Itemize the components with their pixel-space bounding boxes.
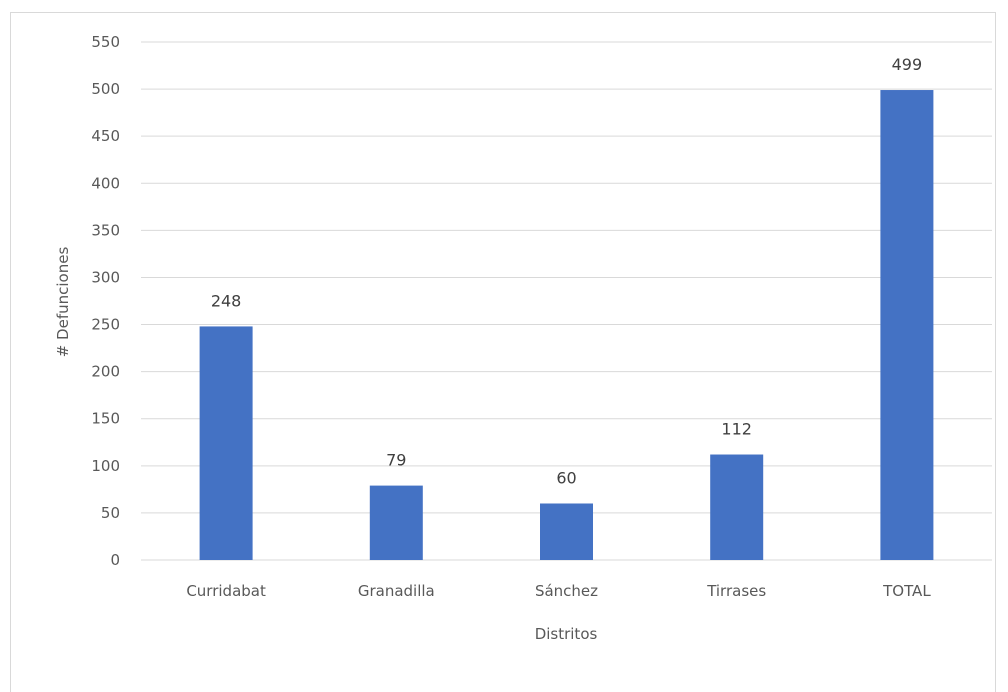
gridlines — [141, 41, 992, 561]
y-tick-label: 0 — [110, 551, 120, 569]
x-tick-label: TOTAL — [882, 582, 931, 600]
bars — [199, 90, 934, 561]
x-axis-title: Distritos — [535, 625, 598, 643]
y-tick-label: 400 — [91, 174, 120, 192]
x-tick-label: Curridabat — [186, 582, 266, 600]
data-label: 248 — [211, 291, 242, 310]
bar-total — [880, 90, 934, 561]
data-labels: 248 79 60 112 499 — [211, 55, 922, 487]
y-tick-label: 250 — [91, 316, 120, 334]
data-label: 112 — [721, 420, 752, 439]
y-tick-label: 500 — [91, 80, 120, 98]
data-label: 79 — [386, 451, 406, 470]
data-label: 60 — [556, 468, 576, 487]
bar-chart: 0 50 100 150 200 250 300 350 400 450 500 550 248 79 6… — [54, 33, 992, 643]
y-tick-label: 300 — [91, 268, 120, 286]
y-tick-label: 150 — [91, 410, 120, 428]
y-tick-label: 100 — [91, 457, 120, 475]
y-axis-tick-labels: 0 50 100 150 200 250 300 350 400 450 500 550 — [91, 33, 120, 569]
y-tick-label: 450 — [91, 127, 120, 145]
y-axis-title: # Defunciones — [54, 247, 72, 358]
x-axis-tick-labels: Curridabat Granadilla Sánchez Tirrases TOTAL — [186, 582, 931, 600]
y-tick-label: 50 — [101, 504, 120, 522]
bar-tirrases — [710, 454, 764, 560]
x-tick-label: Granadilla — [358, 582, 435, 600]
chart-frame — [10, 12, 996, 692]
bar-s-nchez — [540, 503, 593, 560]
bar-granadilla — [369, 485, 423, 560]
bar-curridabat — [199, 326, 253, 560]
y-tick-label: 200 — [91, 363, 120, 381]
x-tick-label: Sánchez — [535, 582, 598, 600]
x-tick-label: Tirrases — [706, 582, 766, 600]
y-tick-label: 350 — [91, 221, 120, 239]
y-tick-label: 550 — [91, 33, 120, 51]
data-label: 499 — [892, 55, 923, 74]
